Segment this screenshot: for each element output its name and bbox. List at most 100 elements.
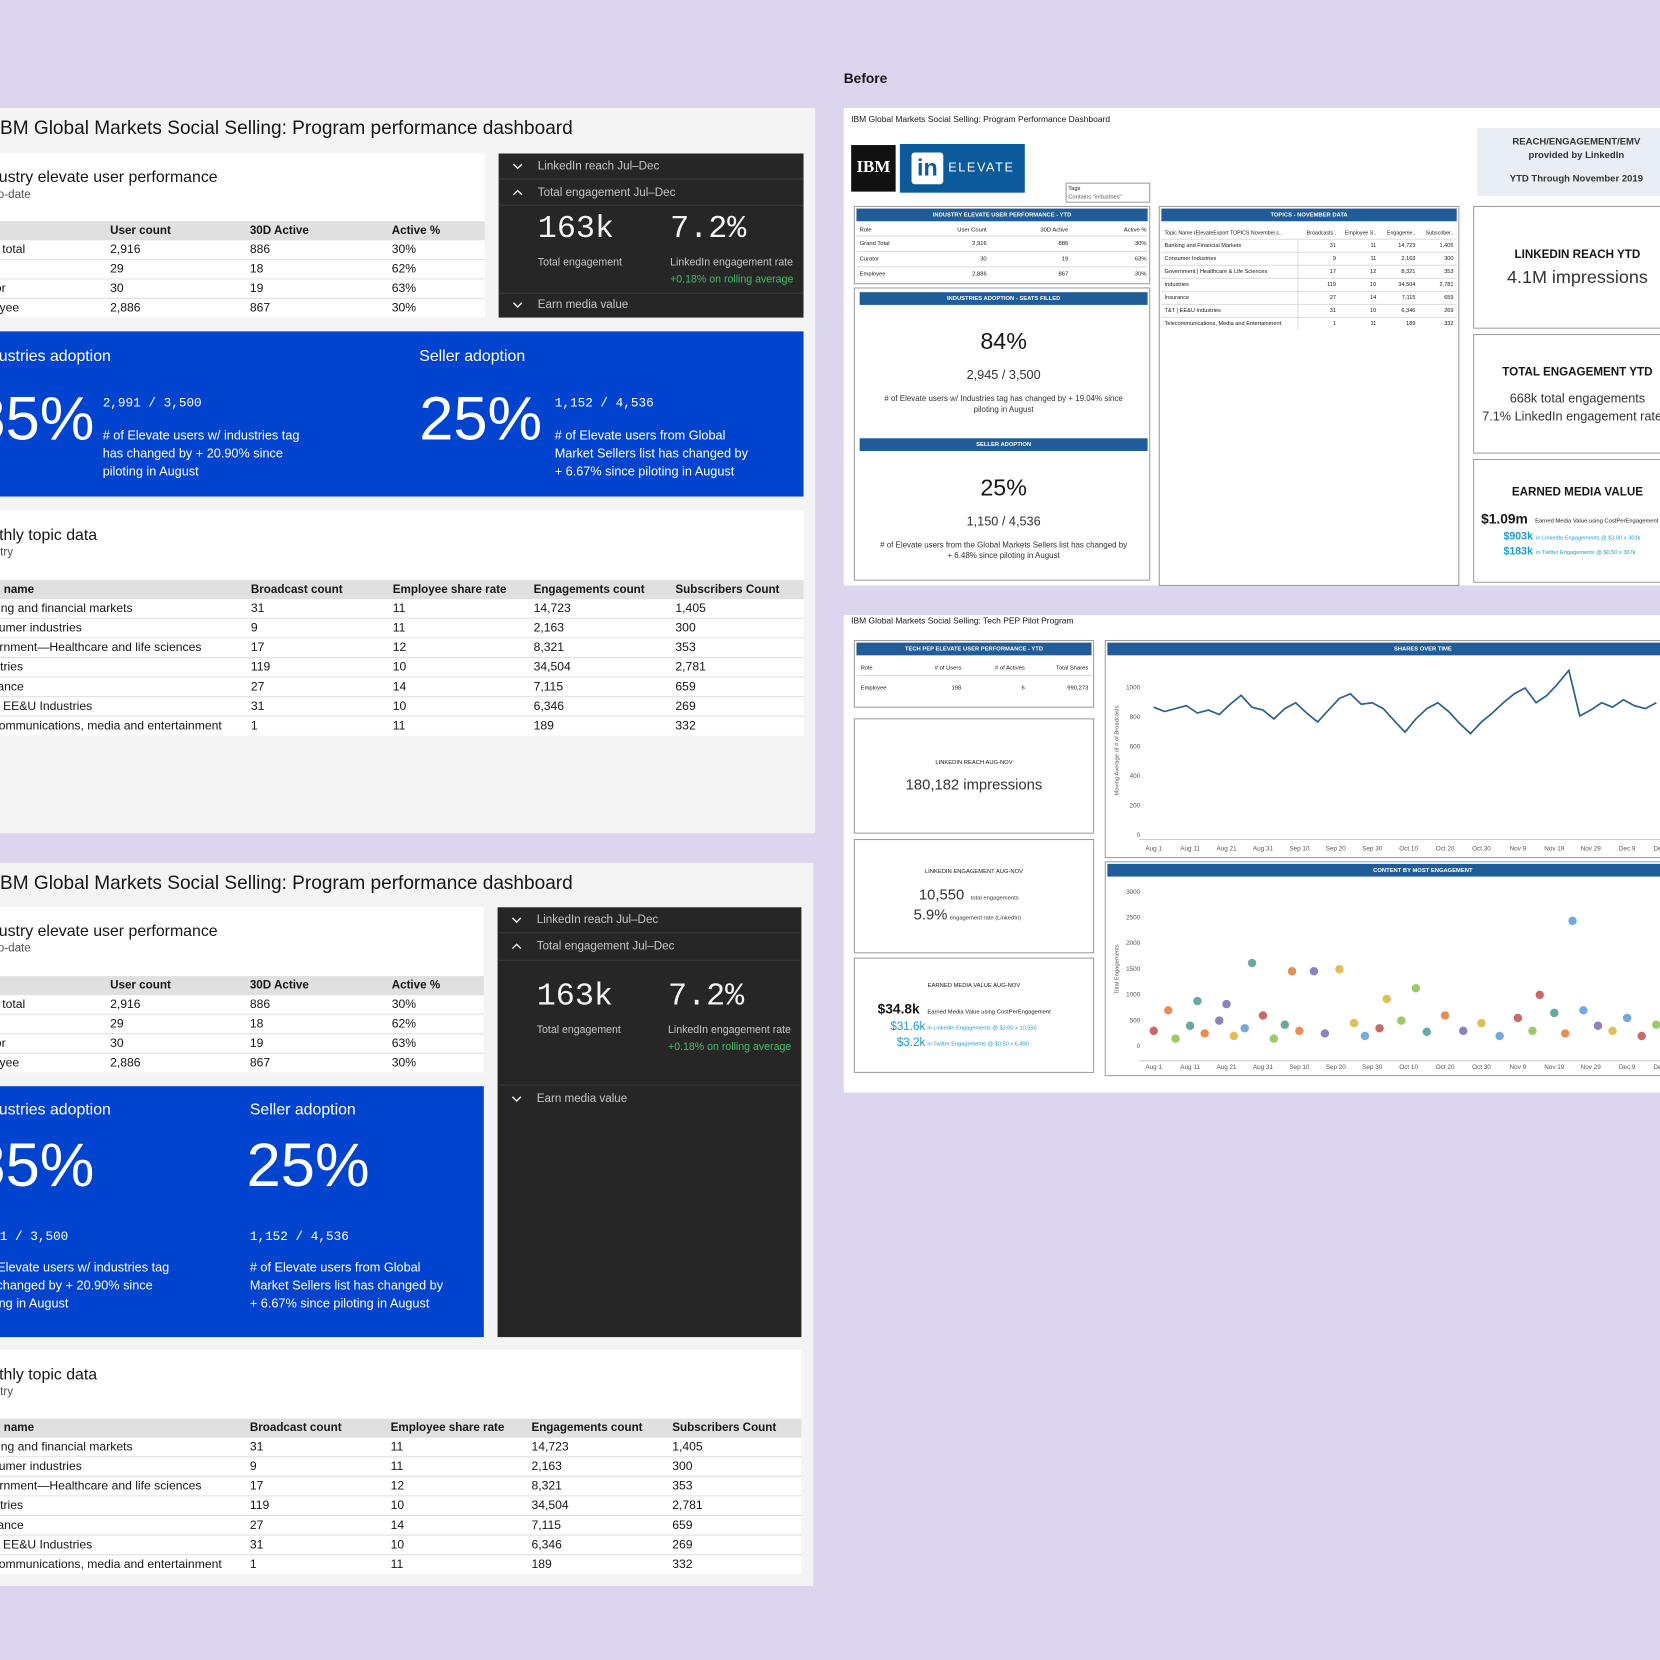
table-cell: 6 xyxy=(1022,686,1025,692)
table-cell: 300 xyxy=(675,621,696,635)
table-cell: 2,916 xyxy=(972,241,987,247)
table-cell: 8,321 xyxy=(1401,269,1415,275)
y-tick-label: 2500 xyxy=(1126,915,1141,922)
chevron xyxy=(511,917,522,924)
table-cell: 27 xyxy=(1330,295,1336,301)
y-tick-label: 0 xyxy=(1137,832,1141,839)
table-cell: Banking and Financial Markets xyxy=(1165,243,1242,249)
x-tick-label: Oct 10 xyxy=(1399,846,1418,853)
table-cell: 1 xyxy=(250,1557,257,1571)
table-cell: Insurance xyxy=(0,1518,24,1532)
table-cell: Employee xyxy=(0,1055,19,1069)
adoption-percent: 84% xyxy=(980,328,1027,354)
accordion-label: LinkedIn reach Jul–Dec xyxy=(538,159,660,172)
table-cell: 886 xyxy=(250,242,271,256)
x-tick-label: Sep 10 xyxy=(1289,1064,1310,1071)
kpi-box xyxy=(853,718,1095,834)
table-cell: Consumer Industries xyxy=(1165,256,1217,262)
table-cell: 332 xyxy=(1444,321,1453,327)
scatter-point xyxy=(1149,1026,1158,1036)
x-tick-label: Aug 21 xyxy=(1216,846,1237,853)
table-cell: 269 xyxy=(1444,308,1453,314)
kpi-value: $903k xyxy=(1504,531,1534,543)
table-cell: 886 xyxy=(250,997,271,1011)
kpi-value: 180,182 impressions xyxy=(906,777,1043,793)
scatter-point xyxy=(1222,999,1231,1009)
accordion-label: Earn media value xyxy=(538,298,628,311)
table-cell: 31 xyxy=(1330,243,1336,249)
table-cell: 269 xyxy=(675,699,696,713)
column-header: Role xyxy=(860,227,872,233)
x-tick-label: Oct 10 xyxy=(1399,1064,1418,1071)
table-cell: 2,886 xyxy=(972,272,987,278)
table-cell: 31 xyxy=(250,1537,264,1551)
table-cell: 1,405 xyxy=(672,1439,703,1453)
table-cell: 2,916 xyxy=(110,997,141,1011)
table-cell: 300 xyxy=(672,1459,693,1473)
scatter-point xyxy=(1495,1031,1504,1041)
adoption-percent: 25% xyxy=(980,474,1027,500)
scatter-point xyxy=(1171,1034,1180,1043)
section-bar xyxy=(856,642,1092,656)
card-subtitle: By industry xyxy=(0,1385,13,1398)
kpi-box xyxy=(853,957,1095,1073)
table-cell: Telecommunications, media and entertainm… xyxy=(0,1557,222,1571)
kpi-box xyxy=(1473,458,1660,583)
section-title: SELLER ADOPTION xyxy=(976,442,1031,448)
table-cell: 269 xyxy=(672,1537,693,1551)
adoption-description: Market Sellers list has changed by xyxy=(250,1279,444,1293)
table-cell: 19 xyxy=(250,281,264,295)
table-cell: 2,163 xyxy=(1401,256,1415,262)
table-cell: 189 xyxy=(1406,321,1415,327)
table-cell: 12 xyxy=(393,640,407,654)
table-cell: 332 xyxy=(672,1557,693,1571)
kpi-caption: Earned Media Value using CostPerEngageme… xyxy=(1535,518,1659,524)
table-cell: 1,405 xyxy=(675,601,706,615)
table-cell: 30% xyxy=(392,997,417,1011)
x-tick-label: Sep 10 xyxy=(1289,846,1310,853)
accordion-label: LinkedIn reach Jul–Dec xyxy=(537,913,659,926)
table-cell: 11 xyxy=(1370,321,1376,327)
table-cell: 29 xyxy=(110,262,124,276)
kpi-caption: Total engagement xyxy=(537,1024,621,1036)
chevron xyxy=(511,1096,522,1102)
table-cell: 14 xyxy=(1370,295,1376,301)
table-cell: 29 xyxy=(110,1016,124,1030)
adoption-title: Industries adoption xyxy=(0,1102,111,1119)
table-cell: Telecommunications, media and entertainm… xyxy=(0,718,222,732)
table-cell: 62% xyxy=(392,1016,417,1030)
table-cell: Grand total xyxy=(0,242,25,256)
x-tick-label: Aug 11 xyxy=(1180,1064,1200,1071)
table-cell: 10 xyxy=(393,699,407,713)
x-tick-label: Nov 9 xyxy=(1510,1064,1527,1071)
table-cell: 990,273 xyxy=(1067,686,1088,692)
table-cell: 8,321 xyxy=(534,640,565,654)
column-header: Active % xyxy=(1124,227,1147,233)
scatter-point xyxy=(1550,1008,1559,1018)
scatter-point xyxy=(1164,1006,1173,1015)
table-cell: 6,346 xyxy=(1401,308,1415,314)
table-cell: 18 xyxy=(250,262,264,276)
table-cell: 1 xyxy=(1333,321,1336,327)
card xyxy=(0,510,804,736)
table-cell: Banking and financial markets xyxy=(0,601,133,615)
table-cell: 1,405 xyxy=(1440,243,1454,249)
table-cell: 659 xyxy=(675,679,696,693)
scatter-point xyxy=(1440,1011,1450,1020)
dark-panel xyxy=(497,907,802,1338)
table-cell: Government—Healthcare and life sciences xyxy=(0,640,201,654)
table-cell: T&T | EE&U Industries xyxy=(0,1537,92,1551)
kpi-caption: engagement rate (LinkedIn) xyxy=(950,915,1021,921)
table-cell: 9 xyxy=(251,621,258,635)
x-tick-label: Aug 31 xyxy=(1253,1064,1274,1071)
column-header: 30D Active xyxy=(250,979,310,992)
kpi-value: $3.2k xyxy=(897,1036,926,1049)
section-title: INDUSTRY ELEVATE USER PERFORMANCE - YTD xyxy=(933,212,1072,218)
kpi-value: $34.8k xyxy=(878,1002,920,1017)
table-cell: 659 xyxy=(1444,295,1453,301)
column-header: Total Shares xyxy=(1056,666,1088,672)
x-tick-label: Dec 9 xyxy=(1619,846,1636,853)
section-bar xyxy=(859,438,1148,451)
x-tick-label: Sep 20 xyxy=(1326,1064,1347,1071)
table-cell: 2,781 xyxy=(1440,282,1454,288)
